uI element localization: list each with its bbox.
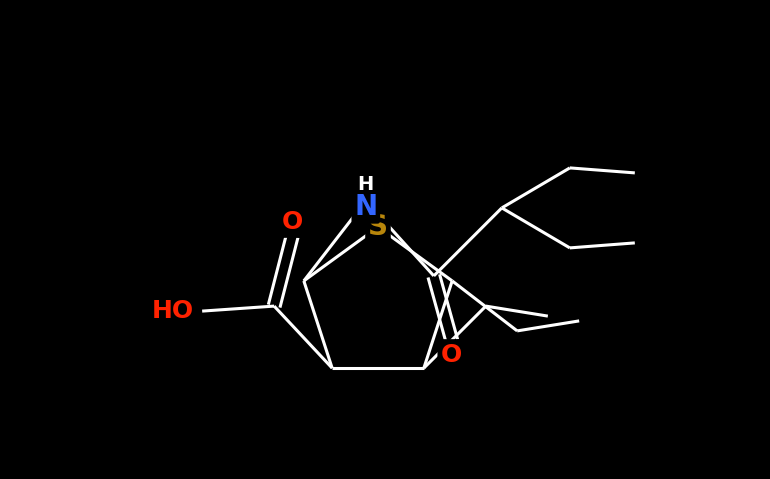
- Text: N: N: [354, 193, 377, 221]
- Text: S: S: [368, 213, 388, 241]
- Text: H: H: [358, 175, 374, 194]
- Text: O: O: [441, 343, 463, 367]
- Text: HO: HO: [152, 299, 194, 323]
- Text: O: O: [282, 210, 303, 234]
